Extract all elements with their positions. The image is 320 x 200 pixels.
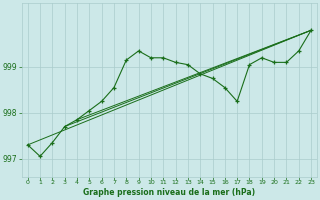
X-axis label: Graphe pression niveau de la mer (hPa): Graphe pression niveau de la mer (hPa)	[83, 188, 255, 197]
